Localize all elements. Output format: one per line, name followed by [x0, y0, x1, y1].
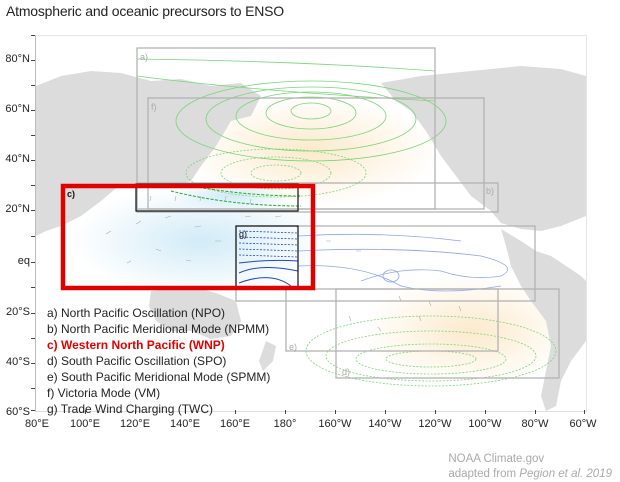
- map-plot-area: a) f) b) e) d) c) g): [35, 35, 587, 412]
- x-tick-label: 120°E: [119, 418, 151, 430]
- svg-text:e): e): [289, 342, 297, 352]
- svg-text:c): c): [67, 189, 75, 199]
- legend-item-spmm: e) South Pacific Meridional Mode (SPMM): [47, 370, 271, 384]
- blue-light-contours: [297, 233, 508, 292]
- legend-item-twc: g) Trade Wind Charging (TWC): [47, 402, 214, 416]
- x-tick-label: 80°E: [25, 418, 49, 430]
- y-tick-mark: [31, 338, 35, 339]
- y-tick-label: 20°S: [6, 306, 30, 318]
- x-tick-mark: [535, 410, 536, 414]
- box-labels: a) f) b) e) d) c) g): [67, 52, 494, 377]
- y-tick-mark: [31, 262, 35, 263]
- y-tick-label: 40°S: [6, 356, 30, 368]
- credit-line-2: adapted from Pegion et al. 2019: [448, 467, 612, 482]
- x-tick-label: 160°E: [219, 418, 251, 430]
- svg-text:b): b): [486, 186, 494, 196]
- blue-dashed-contours: [238, 230, 299, 258]
- blue-solid-contours: [238, 259, 299, 287]
- x-tick-mark: [135, 410, 136, 414]
- y-tick-mark: [31, 160, 35, 161]
- y-tick-label: 60°N: [5, 103, 30, 115]
- credit-citation: Pegion et al. 2019: [519, 468, 612, 480]
- y-tick-mark: [31, 185, 35, 186]
- y-tick-label: 40°N: [5, 153, 30, 165]
- x-tick-mark: [285, 410, 286, 414]
- svg-text:f): f): [151, 102, 157, 112]
- x-tick-mark: [235, 410, 236, 414]
- legend-item-npmm: b) North Pacific Meridional Mode (NPMM): [47, 322, 270, 336]
- legend-item-vm: f) Victoria Mode (VM): [47, 386, 161, 400]
- region-boxes: [136, 47, 560, 379]
- x-tick-label: 140°E: [169, 418, 201, 430]
- green-dashed-contours: [185, 148, 557, 387]
- x-tick-label: 100°W: [468, 418, 502, 430]
- y-tick-label: 80°N: [5, 53, 30, 65]
- y-tick-mark: [31, 135, 35, 136]
- y-tick-mark: [31, 410, 35, 411]
- x-tick-mark: [485, 410, 486, 414]
- x-tick-mark: [435, 410, 436, 414]
- x-tick-mark: [85, 410, 86, 414]
- y-tick-mark: [31, 85, 35, 86]
- box-b-npmm: [136, 182, 499, 213]
- x-tick-label: 160°W: [318, 418, 352, 430]
- y-tick-mark: [31, 35, 35, 36]
- y-tick-mark: [31, 110, 35, 111]
- x-tick-mark: [584, 410, 585, 414]
- region-legend: a) North Pacific Oscillation (NPO) b) No…: [47, 305, 270, 417]
- box-c-wnp-highlight: [60, 183, 316, 291]
- svg-text:a): a): [140, 52, 148, 62]
- cool-anomaly: [71, 186, 331, 296]
- chart-title: Atmospheric and oceanic precursors to EN…: [6, 3, 284, 19]
- source-credit: NOAA Climate.gov adapted from Pegion et …: [448, 452, 612, 482]
- box-d-spo: [335, 288, 560, 379]
- y-tick-mark: [31, 287, 35, 288]
- legend-item-wnp: c) Western North Pacific (WNP): [47, 338, 225, 352]
- y-tick-mark: [31, 236, 35, 237]
- y-tick-mark: [31, 210, 35, 211]
- y-tick-mark: [31, 388, 35, 389]
- x-tick-label: 180°: [273, 418, 297, 430]
- x-tick-label: 80°W: [521, 418, 549, 430]
- svg-text:g): g): [239, 229, 247, 239]
- map-canvas: a) f) b) e) d) c) g): [36, 47, 586, 411]
- x-tick-label: 120°W: [418, 418, 452, 430]
- x-tick-mark: [335, 410, 336, 414]
- y-tick-mark: [31, 363, 35, 364]
- x-tick-label: 140°W: [368, 418, 402, 430]
- y-tick-label: 60°S: [6, 406, 30, 418]
- legend-item-npo: a) North Pacific Oscillation (NPO): [47, 306, 226, 320]
- box-f-vm: [147, 97, 485, 210]
- svg-text:d): d): [342, 367, 350, 377]
- x-tick-label: 60°W: [569, 418, 597, 430]
- y-tick-label: 20°N: [5, 203, 30, 215]
- legend-item-spo: d) South Pacific Oscillation (SPO): [47, 354, 227, 368]
- y-tick-mark: [31, 313, 35, 314]
- x-tick-mark: [185, 410, 186, 414]
- x-tick-mark: [385, 410, 386, 414]
- y-tick-label: eq: [17, 255, 30, 267]
- x-tick-label: 100°E: [69, 418, 101, 430]
- green-dark-contours: [170, 183, 302, 207]
- warm-anomaly: [361, 276, 581, 386]
- credit-prefix: adapted from: [448, 468, 520, 480]
- y-tick-mark: [31, 60, 35, 61]
- credit-line-1: NOAA Climate.gov: [448, 453, 545, 465]
